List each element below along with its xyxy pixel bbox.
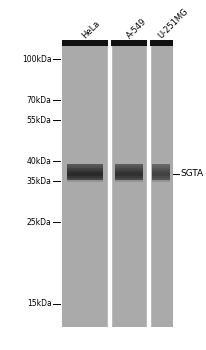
Bar xyxy=(67,168,103,170)
Bar xyxy=(62,40,107,46)
Bar xyxy=(149,40,172,46)
Bar xyxy=(114,164,142,166)
Bar xyxy=(114,170,142,172)
Bar xyxy=(151,176,170,178)
Text: U-251MG: U-251MG xyxy=(156,7,189,41)
Bar xyxy=(151,178,170,182)
Bar xyxy=(151,166,170,168)
Bar xyxy=(151,170,170,172)
Bar xyxy=(151,168,170,170)
Bar xyxy=(151,172,170,174)
Bar xyxy=(67,178,103,180)
Bar xyxy=(67,170,103,172)
Bar xyxy=(62,46,172,327)
Text: 25kDa: 25kDa xyxy=(27,218,51,226)
Text: 100kDa: 100kDa xyxy=(22,55,51,64)
Bar xyxy=(67,174,103,176)
Bar xyxy=(151,174,170,176)
Bar xyxy=(151,164,170,166)
Bar xyxy=(67,172,103,174)
Bar xyxy=(151,178,170,180)
Bar xyxy=(114,174,142,176)
Text: 15kDa: 15kDa xyxy=(27,299,51,308)
Bar xyxy=(114,176,142,178)
Text: A-549: A-549 xyxy=(124,17,147,41)
Bar xyxy=(67,176,103,178)
Text: 35kDa: 35kDa xyxy=(27,177,51,186)
Bar xyxy=(110,40,146,46)
Bar xyxy=(67,178,103,182)
Bar xyxy=(114,166,142,168)
Text: 55kDa: 55kDa xyxy=(27,116,51,125)
Bar xyxy=(114,168,142,170)
Bar xyxy=(114,178,142,182)
Text: SGTA: SGTA xyxy=(179,169,202,178)
Text: HeLa: HeLa xyxy=(80,19,102,41)
Bar xyxy=(114,178,142,180)
Bar xyxy=(67,164,103,166)
Text: 70kDa: 70kDa xyxy=(27,96,51,105)
Bar xyxy=(67,166,103,168)
Bar xyxy=(114,172,142,174)
Text: 40kDa: 40kDa xyxy=(27,156,51,166)
